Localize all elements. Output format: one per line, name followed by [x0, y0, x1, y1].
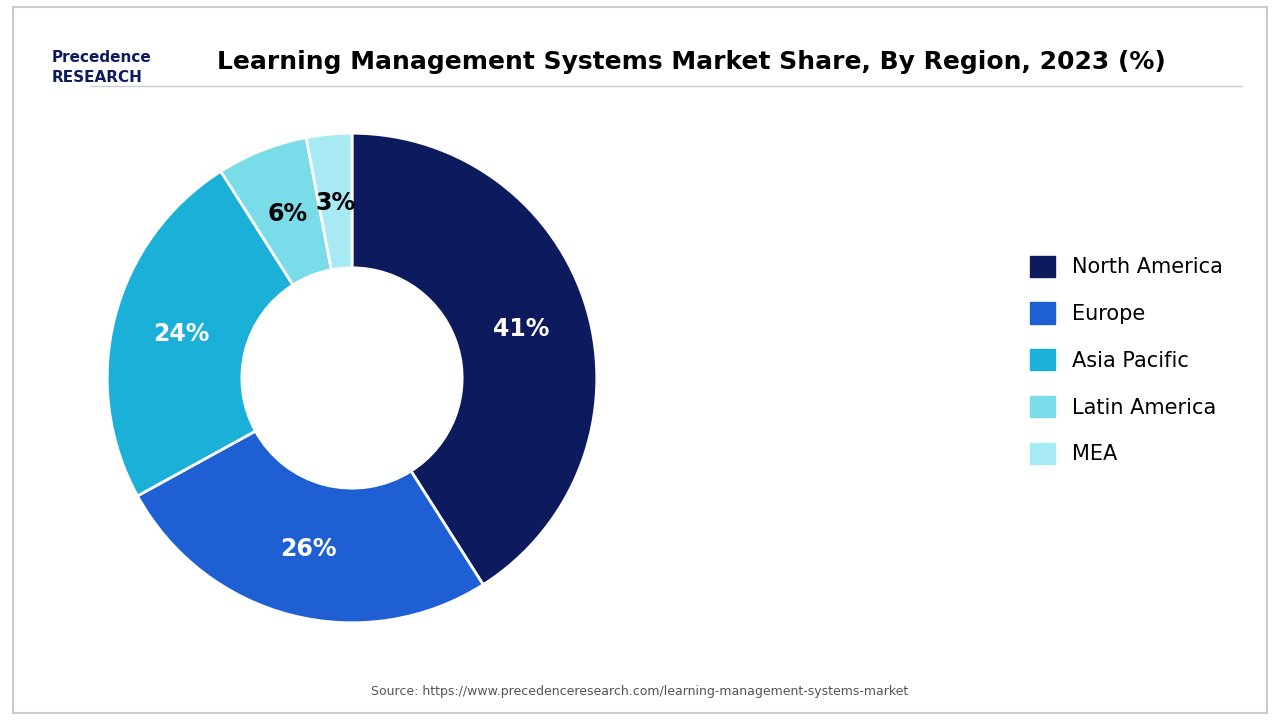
Wedge shape: [221, 138, 332, 285]
Legend: North America, Europe, Asia Pacific, Latin America, MEA: North America, Europe, Asia Pacific, Lat…: [1021, 248, 1231, 472]
Text: Precedence
RESEARCH: Precedence RESEARCH: [51, 50, 151, 85]
Wedge shape: [108, 171, 293, 496]
Text: 41%: 41%: [493, 317, 549, 341]
Text: 6%: 6%: [268, 202, 307, 226]
Wedge shape: [137, 431, 483, 623]
Wedge shape: [306, 133, 352, 270]
Text: Source: https://www.precedenceresearch.com/learning-management-systems-market: Source: https://www.precedenceresearch.c…: [371, 685, 909, 698]
Text: Learning Management Systems Market Share, By Region, 2023 (%): Learning Management Systems Market Share…: [216, 50, 1166, 74]
Text: 3%: 3%: [315, 191, 356, 215]
Text: 26%: 26%: [280, 536, 337, 561]
Wedge shape: [352, 133, 596, 585]
Text: 24%: 24%: [154, 322, 210, 346]
